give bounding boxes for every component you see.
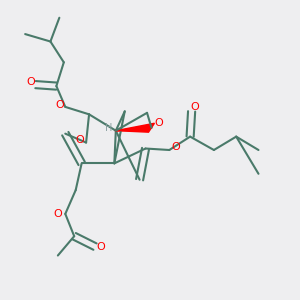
Text: O: O [27,76,35,87]
Text: O: O [76,135,85,145]
Polygon shape [116,123,154,132]
Text: O: O [53,209,62,219]
Text: O: O [154,118,163,128]
Text: O: O [171,142,180,152]
Text: O: O [97,242,105,252]
Text: O: O [55,100,64,110]
Text: H: H [105,123,112,133]
Text: O: O [190,102,199,112]
